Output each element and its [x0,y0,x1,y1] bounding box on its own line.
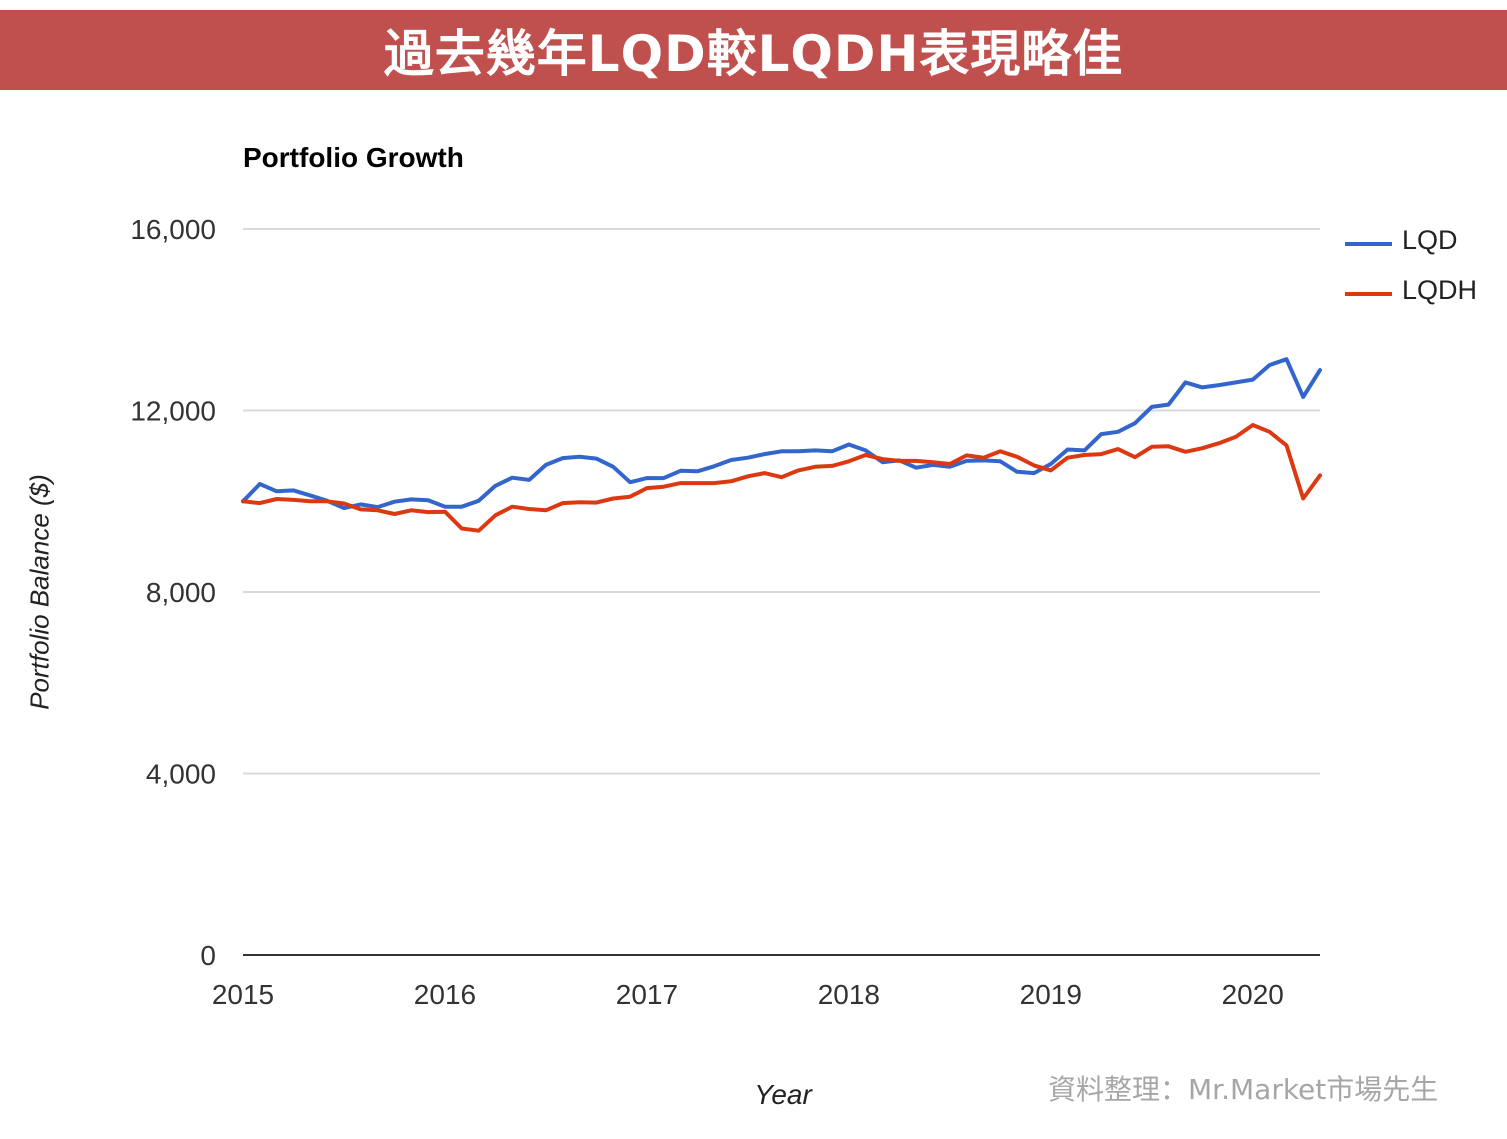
legend-label-lqdh: LQDH [1402,275,1478,305]
y-tick-label: 0 [200,940,216,971]
y-tick-label: 16,000 [130,214,216,245]
y-tick-label: 8,000 [146,577,216,608]
series-line-lqd [241,357,1322,511]
banner-title: 過去幾年LQD較LQDH表現略佳 [383,25,1124,83]
title-banner: 過去幾年LQD較LQDH表現略佳 [0,10,1507,90]
legend-label-lqd: LQD [1402,225,1458,255]
series-line-lqdh [241,423,1322,533]
x-tick-label: 2018 [818,979,880,1010]
y-tick-label: 12,000 [130,396,216,427]
legend-swatch-lqd [1345,242,1392,246]
x-tick-label: 2015 [212,979,274,1010]
y-tick-label: 4,000 [146,759,216,790]
x-axis-title: Year [754,1079,812,1110]
x-tick-label: 2017 [616,979,678,1010]
chart-title: Portfolio Growth [243,142,464,173]
x-tick-label: 2016 [414,979,476,1010]
x-tick-label: 2020 [1222,979,1284,1010]
legend-swatch-lqdh [1345,292,1392,296]
source-credit: 資料整理：Mr.Market市場先生 [1048,1073,1439,1106]
x-tick-label: 2019 [1020,979,1082,1010]
